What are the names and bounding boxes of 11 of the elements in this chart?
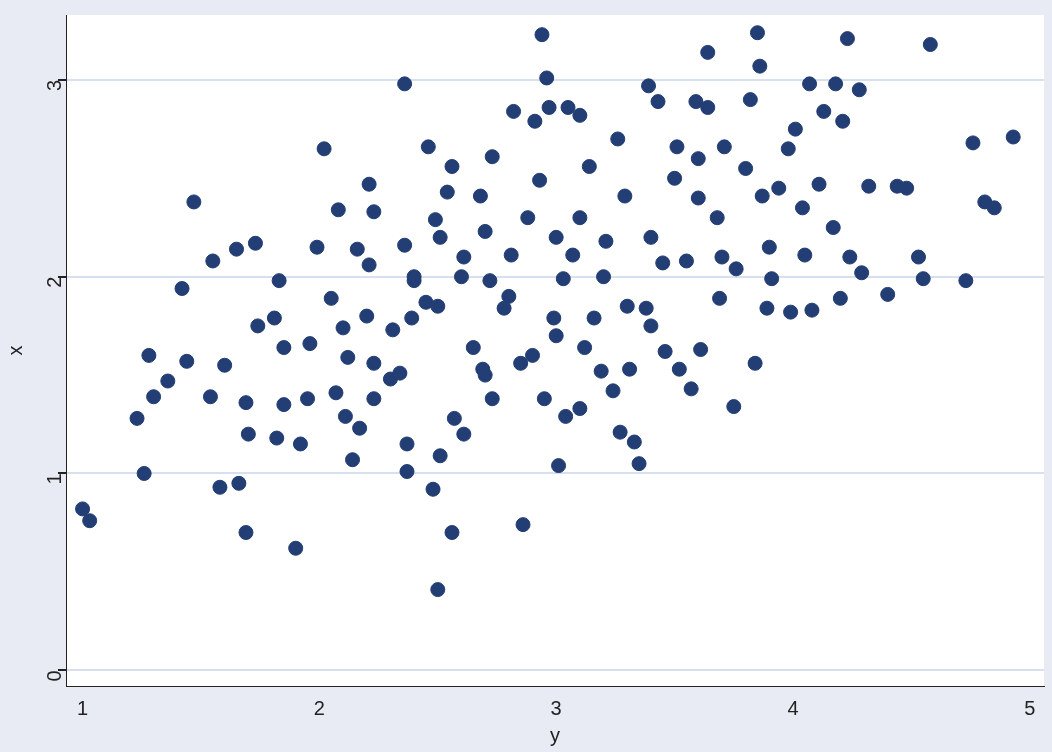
x-axis-title: y bbox=[550, 723, 560, 746]
x-tick-label: 1 bbox=[77, 696, 89, 719]
x-tick-label: 4 bbox=[787, 696, 799, 719]
y-tick-label: 2 bbox=[42, 276, 65, 288]
x-tick-label: 2 bbox=[313, 696, 325, 719]
y-tick-label: 3 bbox=[42, 79, 65, 92]
x-tick-label: 3 bbox=[550, 696, 562, 719]
x-tick-label: 5 bbox=[1024, 696, 1036, 719]
y-axis-title: x bbox=[3, 345, 26, 356]
y-tick-label: 0 bbox=[42, 670, 65, 682]
y-tick-label: 1 bbox=[42, 473, 65, 485]
